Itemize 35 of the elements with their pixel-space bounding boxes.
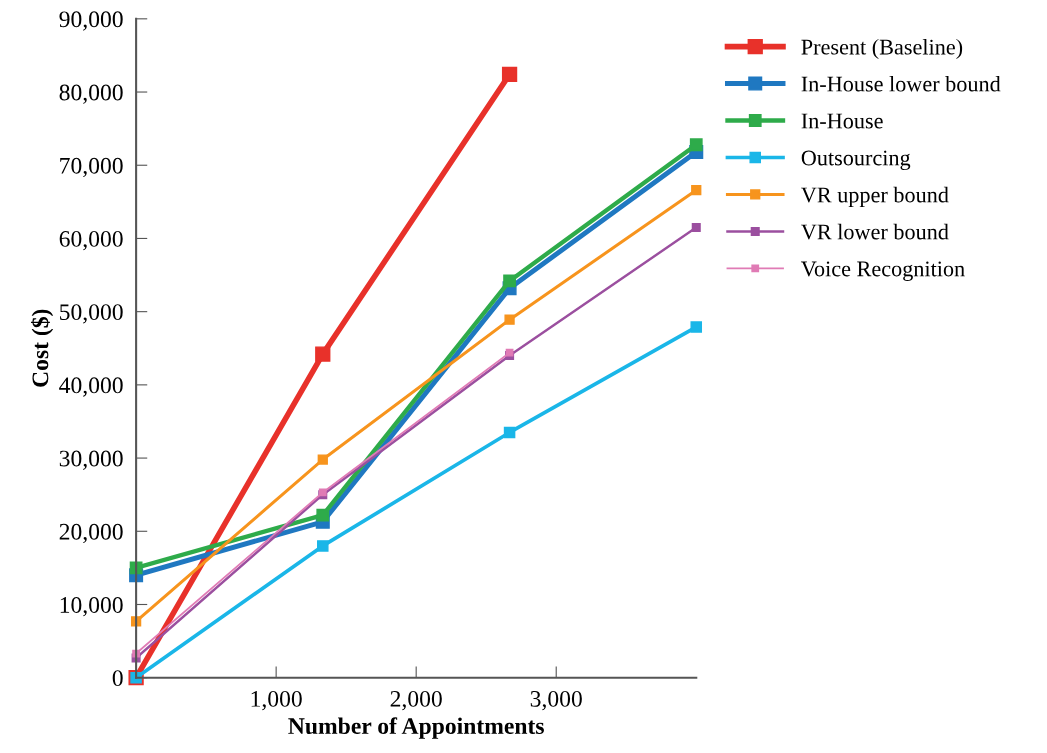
point [316,508,330,522]
point [317,540,329,552]
point [317,454,328,465]
point [689,138,703,152]
point [503,274,516,288]
y-tick-label: 10,000 [60,596,123,617]
y-axis-title: Cost ($) [31,309,54,387]
point [505,348,514,357]
legend-label: In-House [801,113,883,129]
point [501,66,518,83]
x-axis-title: Number of Appointments [288,717,544,739]
x-tick-label: 3,000 [530,690,582,711]
y-tick-label: 60,000 [59,230,123,251]
y-tick-label: 50,000 [60,304,123,324]
point [503,426,516,439]
legend-label: VR lower bound [801,223,949,240]
legend-label: Outsourcing [801,150,911,171]
point [504,314,515,325]
x-tick-label: 2,000 [390,690,442,711]
point [315,346,331,362]
legend-label: In-House lower bound [801,75,1001,92]
y-tick-label: 90,000 [59,11,123,31]
y-tick-label: 0 [112,670,123,687]
y-tick-label: 70,000 [60,157,123,178]
y-tick-label: 30,000 [59,450,123,470]
legend-label: VR upper bound [801,186,949,207]
y-tick-label: 40,000 [59,377,123,397]
x-tick-label: 1,000 [251,690,302,711]
point [691,222,701,232]
y-tick-label: 20,000 [59,523,123,544]
point [690,321,703,333]
point [691,184,702,196]
legend-label: Present (Baseline) [801,38,963,60]
y-tick-label: 80,000 [59,84,123,104]
legend-label: Voice Recognition [801,261,965,281]
